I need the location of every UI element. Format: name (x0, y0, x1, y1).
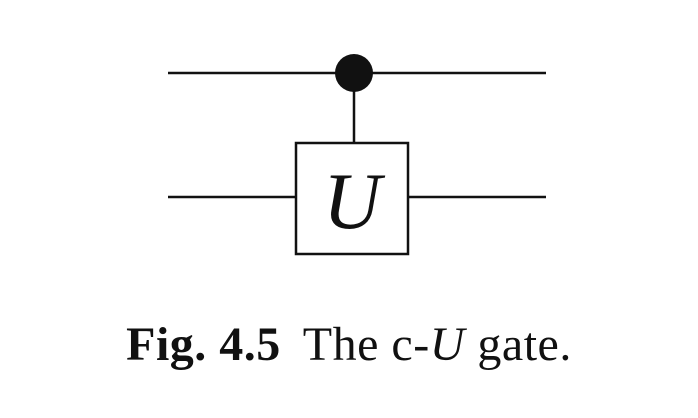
caption-text-after: gate. (464, 318, 572, 371)
figure-caption: Fig. 4.5 The c-U gate. (0, 310, 698, 380)
control-dot (335, 54, 373, 92)
gate-box (294, 141, 410, 256)
figure-number: Fig. 4.5 (126, 318, 281, 371)
gate-label: U (323, 158, 386, 246)
caption-text-before: The c- (302, 318, 430, 371)
caption-text-math: U (429, 318, 465, 371)
circuit-diagram: U (168, 54, 546, 256)
